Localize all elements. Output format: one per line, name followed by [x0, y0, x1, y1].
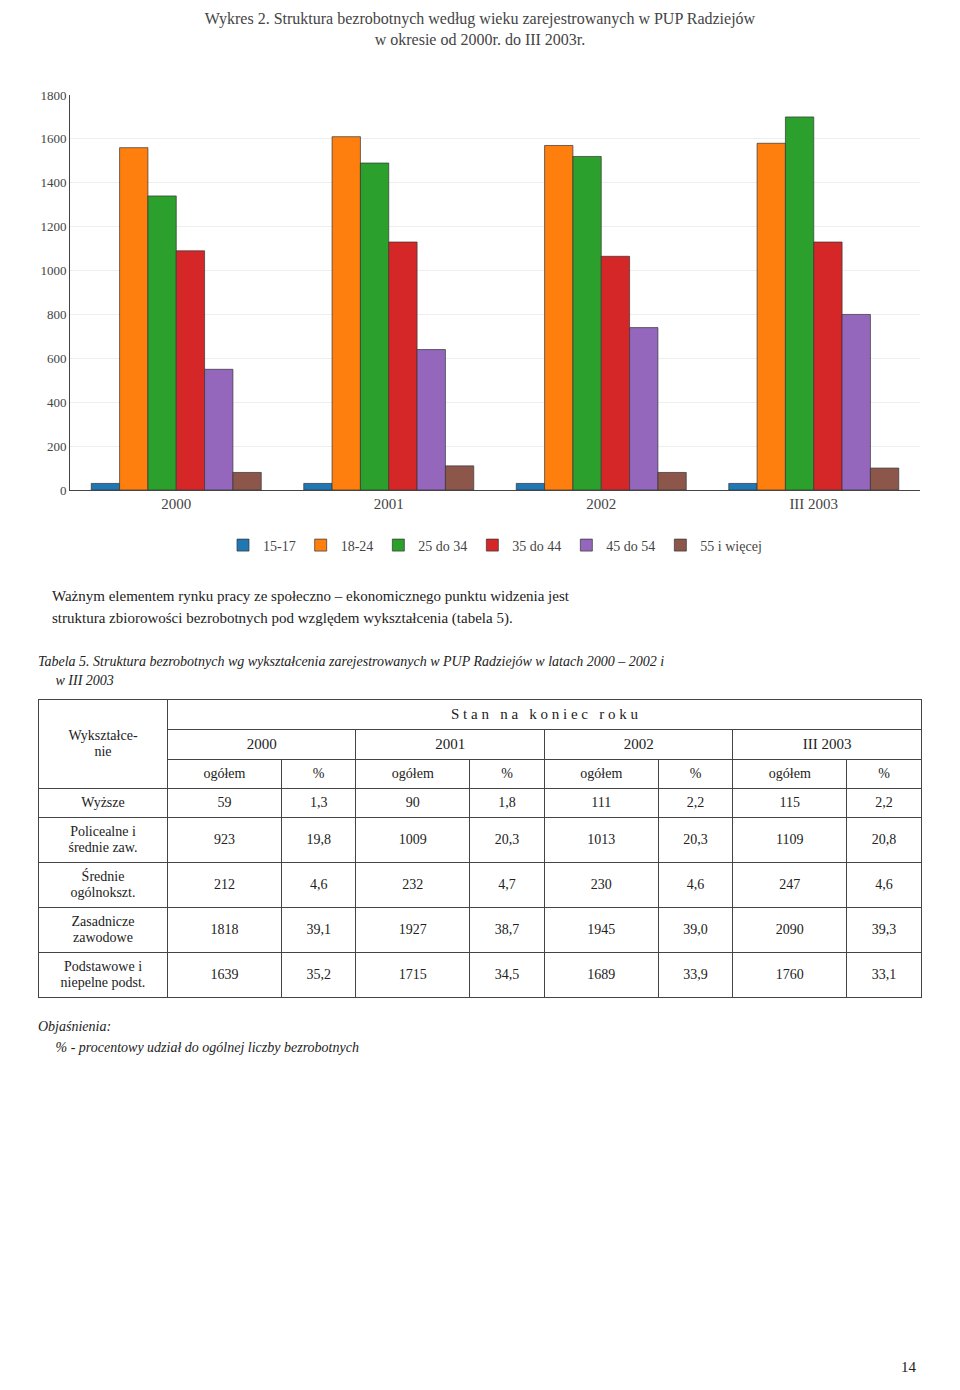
html-text:ogółem: ogółem	[768, 765, 811, 781]
svg-text:2002: 2002	[586, 496, 616, 512]
html-text:90: 90	[405, 794, 420, 810]
html-text:19,8: 19,8	[306, 831, 331, 847]
html-text:2000: 2000	[246, 735, 277, 752]
html-text:2,2: 2,2	[686, 794, 705, 810]
svg-text:III 2003: III 2003	[789, 496, 838, 512]
html-text:% - procentowy udział do ogóln: % - procentowy udział do ogólnej liczby …	[38, 1039, 359, 1055]
html-text:1,8: 1,8	[498, 794, 516, 810]
html-text:1013: 1013	[587, 831, 616, 847]
svg-text:35 do 44: 35 do 44	[512, 539, 561, 554]
html-text:Podstawowe i: Podstawowe i	[63, 958, 143, 974]
html-text:w III 2003: w III 2003	[38, 673, 114, 689]
svg-text:200: 200	[47, 439, 67, 454]
html-text:nie: nie	[94, 743, 112, 759]
html-text:39,0: 39,0	[683, 921, 708, 937]
html-text:struktura zbiorowości bezrobot: struktura zbiorowości bezrobotnych pod w…	[52, 609, 513, 626]
html-text:33,9: 33,9	[683, 966, 708, 982]
html-text:247: 247	[779, 876, 801, 892]
html-text:1639: 1639	[210, 966, 239, 982]
svg-text:55 i więcej: 55 i więcej	[700, 539, 761, 554]
html-text:1715: 1715	[398, 966, 427, 982]
svg-text:1000: 1000	[40, 263, 66, 278]
html-text:1009: 1009	[398, 831, 427, 847]
html-text:59: 59	[217, 794, 232, 810]
svg-text:1800: 1800	[40, 88, 66, 103]
html-text:2001: 2001	[435, 735, 466, 752]
svg-text:2000: 2000	[161, 496, 191, 512]
html-text:111: 111	[591, 794, 612, 810]
svg-text:18-24: 18-24	[341, 539, 374, 554]
svg-text:15-17: 15-17	[263, 539, 296, 554]
html-text:2002: 2002	[623, 735, 654, 752]
html-text:38,7: 38,7	[494, 921, 520, 937]
html-text:ogółem: ogółem	[580, 765, 623, 781]
html-text:4,7: 4,7	[498, 876, 516, 892]
html-text:Zasadnicze: Zasadnicze	[71, 913, 135, 929]
html-text:115: 115	[779, 794, 801, 810]
svg-text:800: 800	[47, 307, 67, 322]
svg-text:25 do 34: 25 do 34	[418, 539, 467, 554]
html-text:1,3: 1,3	[309, 794, 328, 810]
html-text:niepelne podst.: niepelne podst.	[60, 974, 146, 990]
html-text:Policealne i: Policealne i	[70, 823, 136, 839]
svg-text:Wykres 2. Struktura bezrobotny: Wykres 2. Struktura bezrobotnych według …	[205, 10, 756, 48]
html-text:ogółem: ogółem	[391, 765, 434, 781]
html-text:1689: 1689	[587, 966, 616, 982]
html-text:39,3: 39,3	[871, 921, 897, 937]
html-text:1927: 1927	[398, 921, 427, 937]
html-text:230: 230	[590, 876, 612, 892]
html-text:S t a n n a k o n i e c r o k: S t a n n a k o n i e c r o k u	[451, 705, 638, 722]
svg-text:1600: 1600	[40, 131, 66, 146]
html-text:średnie zaw.: średnie zaw.	[68, 839, 138, 855]
html-text:4,6: 4,6	[875, 876, 893, 892]
html-text:1818: 1818	[210, 921, 239, 937]
html-text:Objaśnienia:: Objaśnienia:	[38, 1018, 112, 1034]
html-text:232: 232	[402, 876, 424, 892]
html-text:35,2: 35,2	[306, 966, 331, 982]
html-text:Tabela 5. Struktura bezrobotny: Tabela 5. Struktura bezrobotnych wg wyks…	[38, 653, 665, 669]
html-text:34,5: 34,5	[494, 966, 520, 982]
svg-text:1400: 1400	[40, 175, 66, 190]
html-text:20,8: 20,8	[871, 831, 897, 847]
html-text:ogółem: ogółem	[203, 765, 246, 781]
html-text:1945: 1945	[587, 921, 616, 937]
svg-text:1200: 1200	[40, 219, 66, 234]
html-text:20,3: 20,3	[683, 831, 708, 847]
html-text:1760: 1760	[775, 966, 804, 982]
html-text:20,3: 20,3	[494, 831, 520, 847]
svg-text:0: 0	[60, 483, 67, 498]
html-text:14: 14	[901, 1359, 916, 1375]
svg-text:600: 600	[47, 351, 67, 366]
html-text:33,1: 33,1	[871, 966, 897, 982]
html-text:2090: 2090	[775, 921, 804, 937]
html-text:4,6: 4,6	[686, 876, 705, 892]
html-text:39,1: 39,1	[306, 921, 331, 937]
html-text:Ważnym elementem rynku pracy z: Ważnym elementem rynku pracy ze społeczn…	[52, 588, 569, 604]
html-text:Wyższe: Wyższe	[81, 794, 125, 810]
html-text:2,2: 2,2	[875, 794, 893, 810]
svg-text:400: 400	[47, 395, 67, 410]
html-text:III 2003: III 2003	[802, 735, 852, 752]
html-text:ogólnokszt.: ogólnokszt.	[70, 884, 136, 900]
html-text:923: 923	[213, 831, 235, 847]
html-text:zawodowe: zawodowe	[73, 929, 133, 945]
html-text:Średnie: Średnie	[81, 868, 125, 884]
html-text:Wykształce-: Wykształce-	[68, 727, 138, 743]
html-text:212: 212	[213, 876, 235, 892]
svg-text:45 do 54: 45 do 54	[606, 539, 655, 554]
html-text:4,6: 4,6	[309, 876, 328, 892]
html-text:1109: 1109	[776, 831, 804, 847]
svg-text:2001: 2001	[374, 496, 404, 512]
